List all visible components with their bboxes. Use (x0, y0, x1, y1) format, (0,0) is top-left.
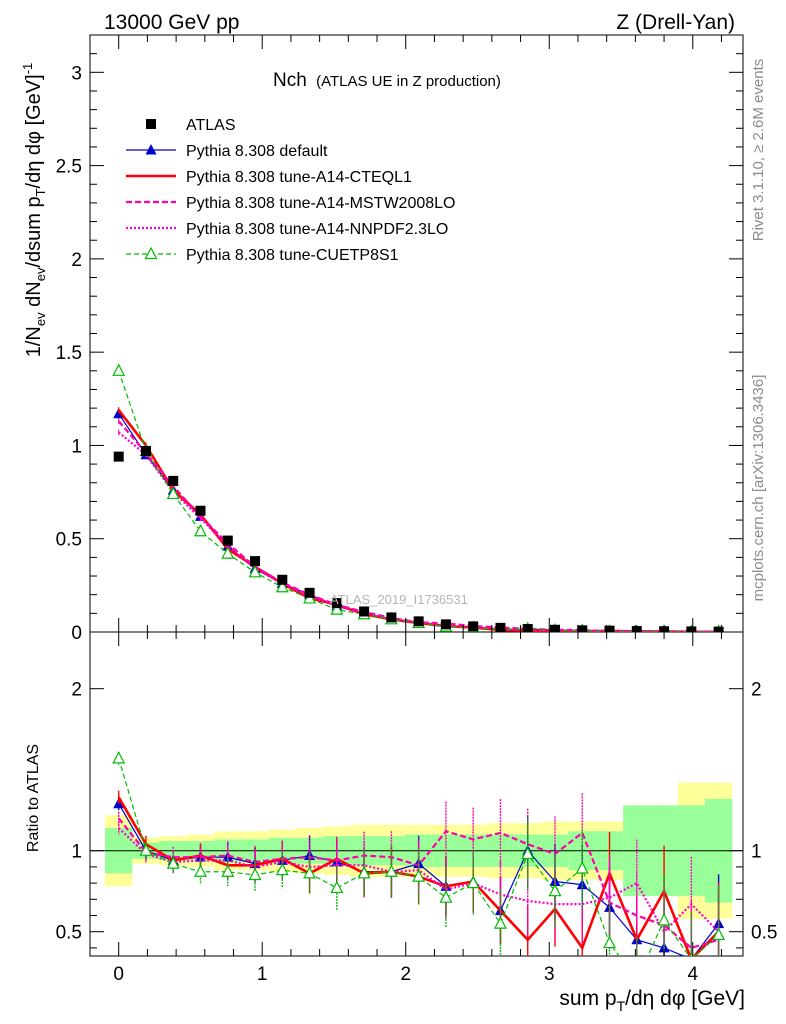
main-line-pythia-8-308-tune-a14-nnpdf2-3lo (118, 431, 719, 632)
x-tick-label: 1 (257, 964, 268, 985)
main-y-tick-label: 2.5 (56, 157, 82, 178)
main-point-atlas (522, 624, 533, 632)
ratio-point-pythia-8-308-tune-cuetp8s1 (603, 935, 617, 949)
ratio-y-tick-label-right: 2 (751, 680, 762, 701)
main-point-pythia-8-308-tune-cuetp8s1 (275, 579, 289, 593)
main-y-axis-label: 1/Nev dNev/dsum pT/dη dφ [GeV]-1 (20, 63, 48, 358)
ratio-y-tick-label-left: 2 (71, 680, 82, 701)
legend-label-pythia-8-308-default: Pythia 8.308 default (186, 143, 328, 160)
main-point-atlas (168, 475, 179, 486)
legend-marker-pythia-8-308-tune-cuetp8s1 (144, 246, 158, 260)
main-y-tick-label: 2 (71, 250, 82, 271)
main-point-atlas (386, 612, 397, 623)
legend: ATLAS Pythia 8.308 default Pythia 8.308 tu… (126, 117, 455, 264)
main-point-atlas (250, 556, 261, 567)
main-point-atlas (495, 622, 506, 632)
ratio-point-pythia-8-308-tune-cuetp8s1 (439, 890, 453, 903)
x-tick-label: 3 (544, 964, 555, 985)
main-y-tick-label: 0 (71, 623, 82, 644)
main-point-atlas (359, 606, 370, 617)
ratio-point-pythia-8-308-tune-cuetp8s1 (548, 883, 562, 897)
main-point-atlas (304, 587, 315, 598)
legend-label-pythia-8-308-tune-cuetp8s1: Pythia 8.308 tune-CUETP8S1 (186, 247, 399, 264)
main-point-atlas (222, 535, 233, 546)
ratio-panel-marks (112, 751, 726, 985)
main-y-tick-label: 1.5 (56, 343, 82, 364)
main-point-atlas (413, 616, 424, 627)
main-point-pythia-8-308-tune-cuetp8s1 (248, 565, 262, 578)
analysis-tag: ATLAS_2019_I1736531 (330, 592, 468, 607)
ratio-y-tick-label-left: 1 (71, 842, 82, 863)
plot-title-main: Nch (273, 70, 307, 91)
main-point-atlas (713, 626, 724, 632)
ratio-point-pythia-8-308-tune-cuetp8s1 (221, 864, 235, 877)
main-point-atlas (549, 624, 560, 632)
ratio-panel-frame (89, 631, 744, 957)
ratio-point-pythia-8-308-tune-cuetp8s1 (412, 869, 426, 882)
ratio-y-tick-label-right: 0.5 (751, 923, 777, 944)
ratio-point-pythia-8-308-tune-cuetp8s1 (493, 916, 507, 929)
main-point-atlas (686, 626, 697, 632)
main-point-atlas (195, 505, 206, 516)
main-point-atlas (113, 451, 124, 462)
axes: 0 1 2 3 4 0 0.5 1 1.5 2 2.5 3 0.5 0.5 1 1 2 2 (56, 34, 777, 985)
ratio-point-pythia-8-308-tune-cuetp8s1 (631, 974, 642, 985)
legend-label-pythia-8-308-tune-a14-cteql1: Pythia 8.308 tune-A14-CTEQL1 (186, 169, 412, 186)
x-axis-label: sum pT/dη dφ [GeV] (559, 987, 745, 1014)
ratio-point-pythia-8-308-tune-cuetp8s1 (384, 864, 398, 877)
ratio-point-pythia-8-308-tune-cuetp8s1 (575, 861, 589, 874)
main-point-pythia-8-308-tune-cuetp8s1 (112, 363, 126, 376)
main-y-tick-label: 1 (71, 436, 82, 457)
main-point-atlas (631, 626, 642, 632)
ratio-point-pythia-8-308-tune-cuetp8s1 (139, 843, 153, 856)
main-point-pythia-8-308-tune-cuetp8s1 (166, 486, 180, 500)
ratio-point-pythia-8-308-tune-cuetp8s1 (466, 875, 480, 889)
ratio-y-tick-label-right: 1 (751, 842, 762, 863)
ratio-point-pythia-8-308-tune-cuetp8s1 (521, 846, 535, 860)
main-point-pythia-8-308-tune-cuetp8s1 (221, 546, 235, 559)
main-point-atlas (331, 598, 342, 609)
ratio-point-pythia-8-308-tune-cuetp8s1 (166, 856, 180, 869)
ratio-point-pythia-8-308-tune-cuetp8s1 (112, 751, 126, 764)
legend-label-atlas: ATLAS (186, 117, 236, 134)
main-point-atlas (604, 625, 615, 632)
x-tick-label: 2 (400, 964, 411, 985)
ratio-y-tick-label-left: 0.5 (56, 923, 82, 944)
main-point-atlas (577, 625, 588, 632)
plot-title-sub: (ATLAS UE in Z production) (316, 73, 501, 90)
ratio-point-pythia-8-308-tune-cuetp8s1 (712, 927, 726, 941)
main-point-pythia-8-308-tune-cuetp8s1 (330, 602, 344, 615)
process-label: Z (Drell-Yan) (616, 11, 735, 34)
main-y-tick-label: 0.5 (56, 530, 82, 551)
x-tick-label: 0 (113, 964, 124, 985)
main-point-atlas (440, 619, 451, 630)
ratio-point-pythia-8-308-tune-cuetp8s1 (303, 866, 317, 879)
ratio-point-pythia-8-308-tune-cuetp8s1 (194, 864, 207, 877)
ratio-point-pythia-8-308-tune-cuetp8s1 (357, 866, 371, 879)
mcplots-source-label: mcplots.cern.ch [arXiv:1306.3436] (750, 375, 767, 602)
main-point-pythia-8-308-tune-cuetp8s1 (194, 523, 207, 537)
legend-label-pythia-8-308-tune-a14-nnpdf2-3lo: Pythia 8.308 tune-A14-NNPDF2.3LO (186, 221, 448, 238)
plot-title: Nch (ATLAS UE in Z production) (273, 70, 501, 91)
energy-label: 13000 GeV pp (104, 11, 239, 34)
ratio-point-pythia-8-308-tune-cuetp8s1 (248, 867, 262, 881)
main-y-tick-label: 3 (71, 63, 82, 84)
ratio-point-pythia-8-308-tune-cuetp8s1 (275, 862, 289, 876)
legend-label-pythia-8-308-tune-a14-mstw2008lo: Pythia 8.308 tune-A14-MSTW2008LO (186, 195, 455, 212)
ratio-point-pythia-8-308-tune-cuetp8s1 (689, 951, 694, 956)
ratio-line-pythia-8-308-tune-cuetp8s1 (118, 758, 720, 956)
main-point-atlas (277, 574, 288, 585)
ratio-point-pythia-8-308-tune-cuetp8s1 (330, 880, 344, 894)
ratio-point-pythia-8-308-tune-cuetp8s1 (657, 913, 671, 926)
rivet-version-label: Rivet 3.1.10, ≥ 2.6M events (750, 59, 767, 242)
ratio-y-axis-label: Ratio to ATLAS (25, 744, 42, 852)
main-point-atlas (468, 621, 479, 632)
legend-marker-atlas (146, 119, 156, 129)
legend-marker-pythia-8-308-default (145, 144, 157, 155)
x-tick-label: 4 (687, 964, 698, 985)
main-point-atlas (140, 446, 151, 457)
